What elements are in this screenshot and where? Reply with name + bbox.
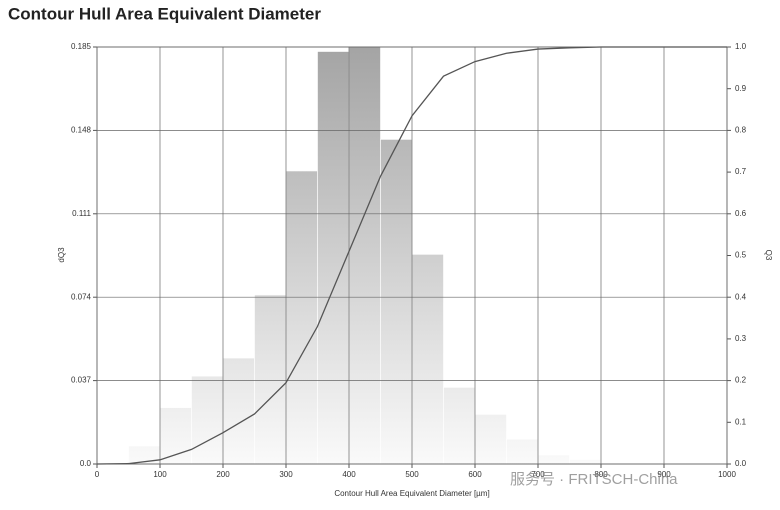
bar [159,407,192,465]
y-tick-label: 0.111 [72,209,91,218]
x-axis-label: Contour Hull Area Equivalent Diameter [µ… [334,489,489,498]
y2-axis-label: Q3 [764,250,773,261]
x-tick-label: 500 [405,470,419,479]
y-tick-label: 0.185 [71,42,92,51]
plot-frame [96,46,728,465]
y2-tick-label: 1.0 [735,42,747,51]
x-tick-label: 1000 [718,470,736,479]
bar [348,46,381,465]
y-tick-label: 0.074 [71,292,92,301]
chart-title: Contour Hull Area Equivalent Diameter [8,4,321,23]
y-tick-label: 0.148 [71,126,92,135]
x-tick-label: 600 [468,470,482,479]
bar [474,414,507,465]
x-tick-label: 100 [153,470,167,479]
y2-tick-label: 0.1 [735,417,747,426]
x-tick-label: 400 [342,470,356,479]
y2-tick-label: 0.0 [735,459,747,468]
bar [254,294,287,465]
y2-tick-label: 0.2 [735,376,747,385]
y-tick-label: 0.037 [71,376,92,385]
y2-tick-label: 0.4 [735,292,747,301]
y-axis-label: dQ3 [57,247,66,263]
bar [285,170,318,465]
bar [222,357,255,465]
x-tick-label: 200 [216,470,230,479]
bar [191,375,224,465]
y2-tick-label: 0.6 [735,209,747,218]
y-tick-label: 0.0 [80,459,92,468]
y2-tick-label: 0.7 [735,167,747,176]
y2-tick-label: 0.5 [735,251,747,260]
bar [380,139,413,465]
cumulative-line [96,46,727,465]
x-tick-label: 800 [594,470,608,479]
y2-tick-label: 0.9 [735,84,747,93]
x-tick-label: 300 [279,470,293,479]
y2-tick-label: 0.8 [735,126,747,135]
x-tick-label: 900 [657,470,671,479]
bar [411,254,444,465]
y2-tick-label: 0.3 [735,334,747,343]
x-tick-label: 0 [95,470,100,479]
x-tick-label: 700 [531,470,545,479]
bar [537,454,570,465]
bar [569,459,602,465]
bar [506,438,539,465]
watermark: 服务号 · FRITSCH-China [510,471,678,488]
bar [443,387,476,465]
bar [317,51,350,465]
